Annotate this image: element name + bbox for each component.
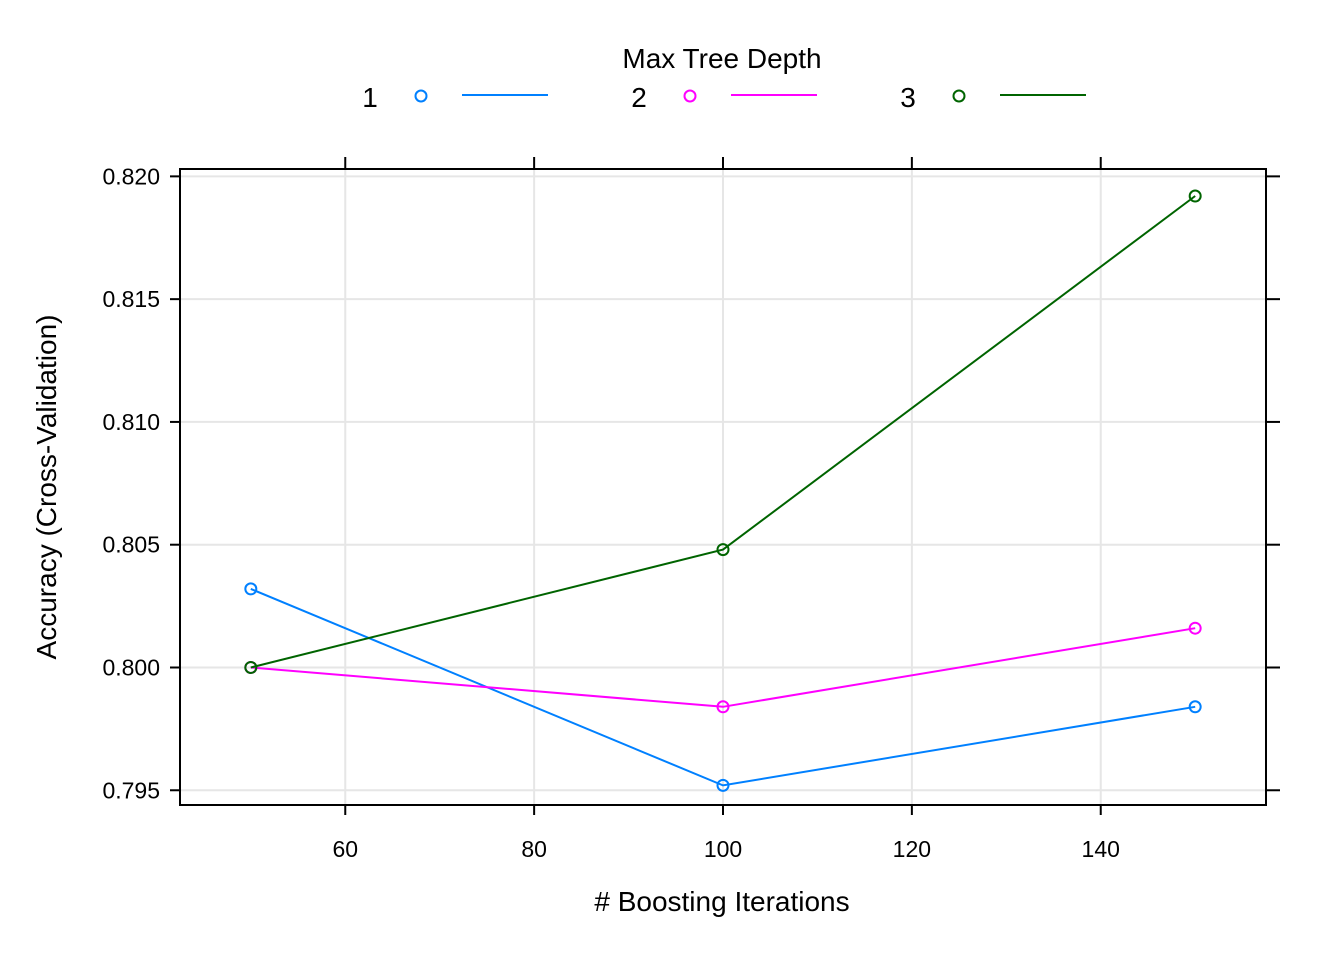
x-axis-label: # Boosting Iterations [594,886,849,917]
y-tick-label: 0.820 [102,163,160,189]
legend-item-depth-1: 1 [362,82,548,113]
legend-point-swatch [683,89,697,103]
legend-label: 1 [362,82,378,113]
y-tick-label: 0.795 [102,777,160,803]
x-tick-label: 120 [893,836,931,862]
y-axis-label: Accuracy (Cross-Validation) [31,315,62,660]
x-tick-label: 100 [704,836,742,862]
data-point-depth-2 [716,700,730,714]
x-tick-label: 60 [332,836,358,862]
data-point-depth-1 [1188,700,1202,714]
legend-title: Max Tree Depth [622,43,821,74]
legend-label: 3 [900,82,916,113]
data-point-depth-1 [244,582,258,596]
series-layer [244,189,1202,792]
legend-item-depth-2: 2 [631,82,817,113]
y-tick-label: 0.815 [102,286,160,312]
data-point-depth-3 [244,660,258,674]
x-tick-label: 80 [521,836,547,862]
y-tick-label: 0.805 [102,532,160,558]
series-line-depth-2 [250,627,1196,708]
data-point-depth-3 [1188,189,1202,203]
legend-point-swatch [952,89,966,103]
y-tick-label: 0.800 [102,654,160,680]
data-point-depth-3 [716,543,730,557]
legend-label: 2 [631,82,647,113]
legend-point-swatch [414,89,428,103]
legend-item-depth-3: 3 [900,82,1086,113]
series-line-depth-1 [250,587,1196,787]
data-point-depth-1 [716,778,730,792]
data-point-depth-2 [1188,621,1202,635]
axis-ticks: 60 80 100 120 140 0.795 0.800 0.805 0.810 0.815 0.… [102,157,1280,862]
x-tick-label: 140 [1082,836,1120,862]
grid [180,169,1266,805]
legend: Max Tree Depth 1 2 3 [362,43,1086,113]
series-line-depth-3 [250,195,1196,669]
y-tick-label: 0.810 [102,409,160,435]
